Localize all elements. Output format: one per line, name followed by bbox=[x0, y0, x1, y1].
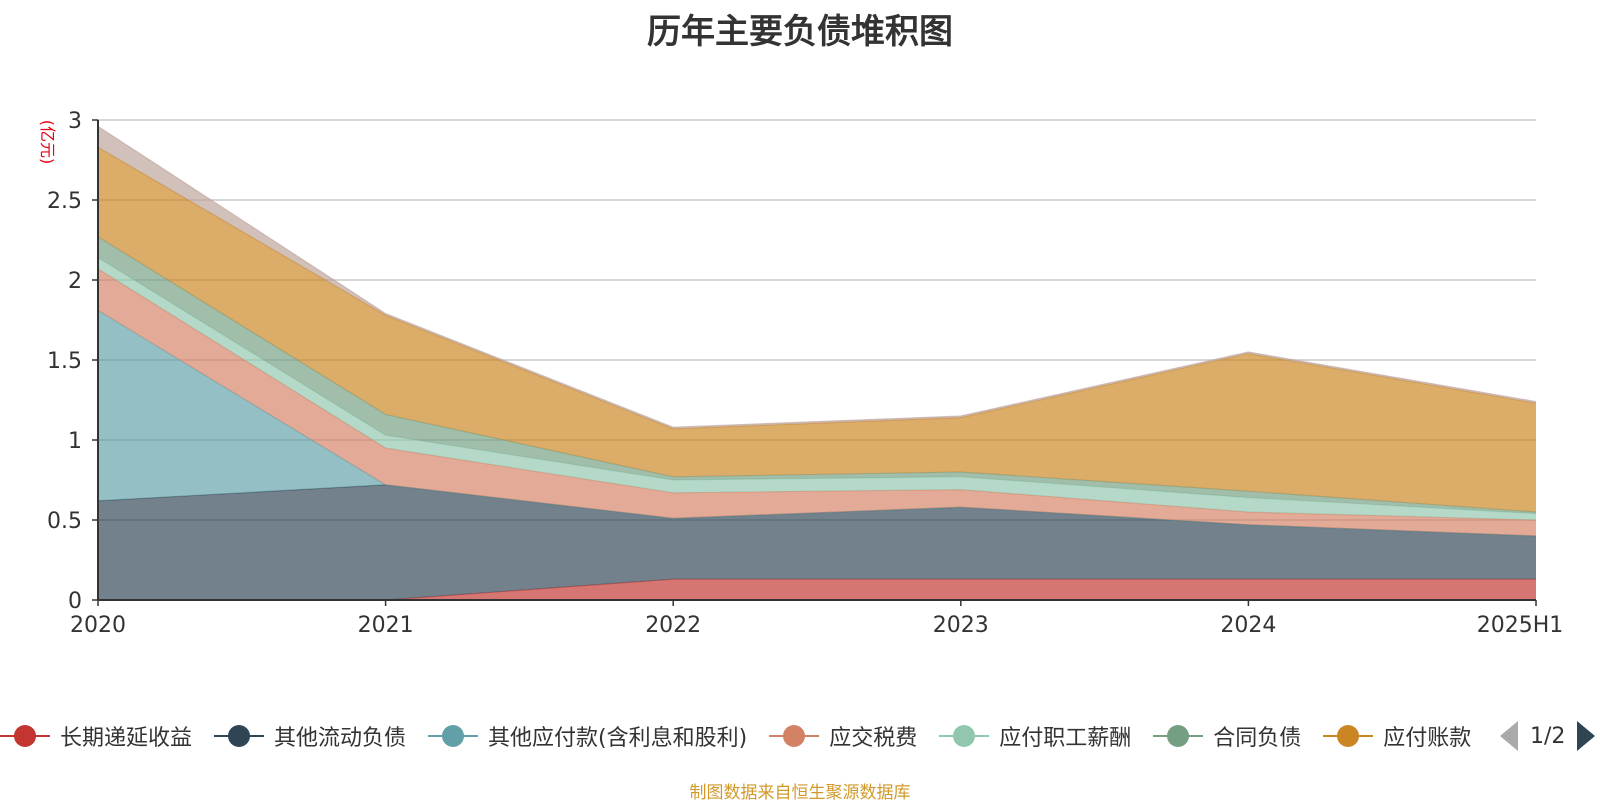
legend-label: 其他应付款(含利息和股利) bbox=[488, 726, 748, 751]
y-tick-label: 2 bbox=[68, 269, 82, 294]
legend-page-indicator: 1/2 bbox=[1530, 723, 1566, 749]
legend-marker-icon bbox=[939, 724, 990, 748]
y-tick-label: 3 bbox=[68, 109, 82, 134]
data-source-footer: 制图数据来自恒生聚源数据库 bbox=[689, 783, 911, 803]
legend-prev-page-icon[interactable] bbox=[1500, 721, 1518, 751]
y-axis-unit-label: (亿元) bbox=[38, 120, 57, 165]
area-series-4 bbox=[98, 257, 1536, 520]
legend: 长期递延收益 其他流动负债 其他应付款(含利息和股利) 应交税费 应付职工薪酬 合同负债 应… bbox=[0, 716, 1600, 756]
x-tick-label: 2022 bbox=[645, 613, 701, 638]
area-series-6 bbox=[98, 147, 1536, 512]
x-tick-label: 2020 bbox=[70, 613, 126, 638]
series-line-7 bbox=[97, 125, 1537, 428]
legend-item[interactable]: 其他应付款(含利息和股利) bbox=[428, 720, 747, 752]
chart-title: 历年主要负债堆积图 bbox=[647, 12, 953, 52]
y-tick-label: 1 bbox=[68, 429, 82, 454]
stacked-areas bbox=[97, 125, 1537, 601]
area-series-3 bbox=[98, 268, 1536, 536]
legend-marker-icon bbox=[769, 724, 820, 748]
axes: 0 0.5 1 1.5 2 2.5 3 2020 2021 2022 2023 2024 2025H1 bbox=[47, 109, 1563, 638]
legend-item[interactable]: 应交税费 bbox=[769, 720, 917, 752]
legend-marker-icon bbox=[214, 724, 265, 748]
area-series-1 bbox=[98, 484, 1536, 600]
area-series-5 bbox=[98, 236, 1536, 514]
legend-marker-icon bbox=[0, 724, 50, 748]
y-tick-label: 0 bbox=[68, 589, 82, 614]
x-tick-label: 2025H1 bbox=[1477, 613, 1564, 638]
legend-item[interactable]: 应付账款 bbox=[1323, 720, 1471, 752]
legend-label: 应付账款 bbox=[1383, 726, 1472, 751]
area-series-0 bbox=[98, 579, 1536, 600]
legend-marker-icon bbox=[428, 724, 479, 748]
legend-next-page-icon[interactable] bbox=[1577, 721, 1596, 751]
legend-item[interactable]: 长期递延收益 bbox=[0, 720, 192, 752]
y-tick-label: 1.5 bbox=[47, 349, 82, 374]
x-tick-label: 2024 bbox=[1220, 613, 1276, 638]
legend-label: 长期递延收益 bbox=[60, 726, 193, 751]
x-tick-label: 2021 bbox=[358, 613, 414, 638]
y-tick-label: 2.5 bbox=[47, 189, 82, 214]
y-tick-label: 0.5 bbox=[47, 509, 82, 534]
legend-item[interactable]: 合同负债 bbox=[1153, 720, 1301, 752]
legend-marker-icon bbox=[1323, 724, 1374, 748]
legend-marker-icon bbox=[1153, 724, 1204, 748]
legend-item[interactable]: 应付职工薪酬 bbox=[939, 720, 1131, 752]
legend-label: 应付职工薪酬 bbox=[999, 726, 1132, 751]
legend-items: 长期递延收益 其他流动负债 其他应付款(含利息和股利) 应交税费 应付职工薪酬 合同负债 应… bbox=[0, 716, 1482, 756]
legend-label: 合同负债 bbox=[1213, 726, 1302, 751]
legend-pager: 1/2 bbox=[1500, 718, 1596, 754]
legend-label: 其他流动负债 bbox=[274, 726, 407, 751]
legend-item[interactable]: 其他流动负债 bbox=[214, 720, 406, 752]
x-tick-label: 2023 bbox=[933, 613, 989, 638]
legend-label: 应交税费 bbox=[829, 726, 918, 751]
